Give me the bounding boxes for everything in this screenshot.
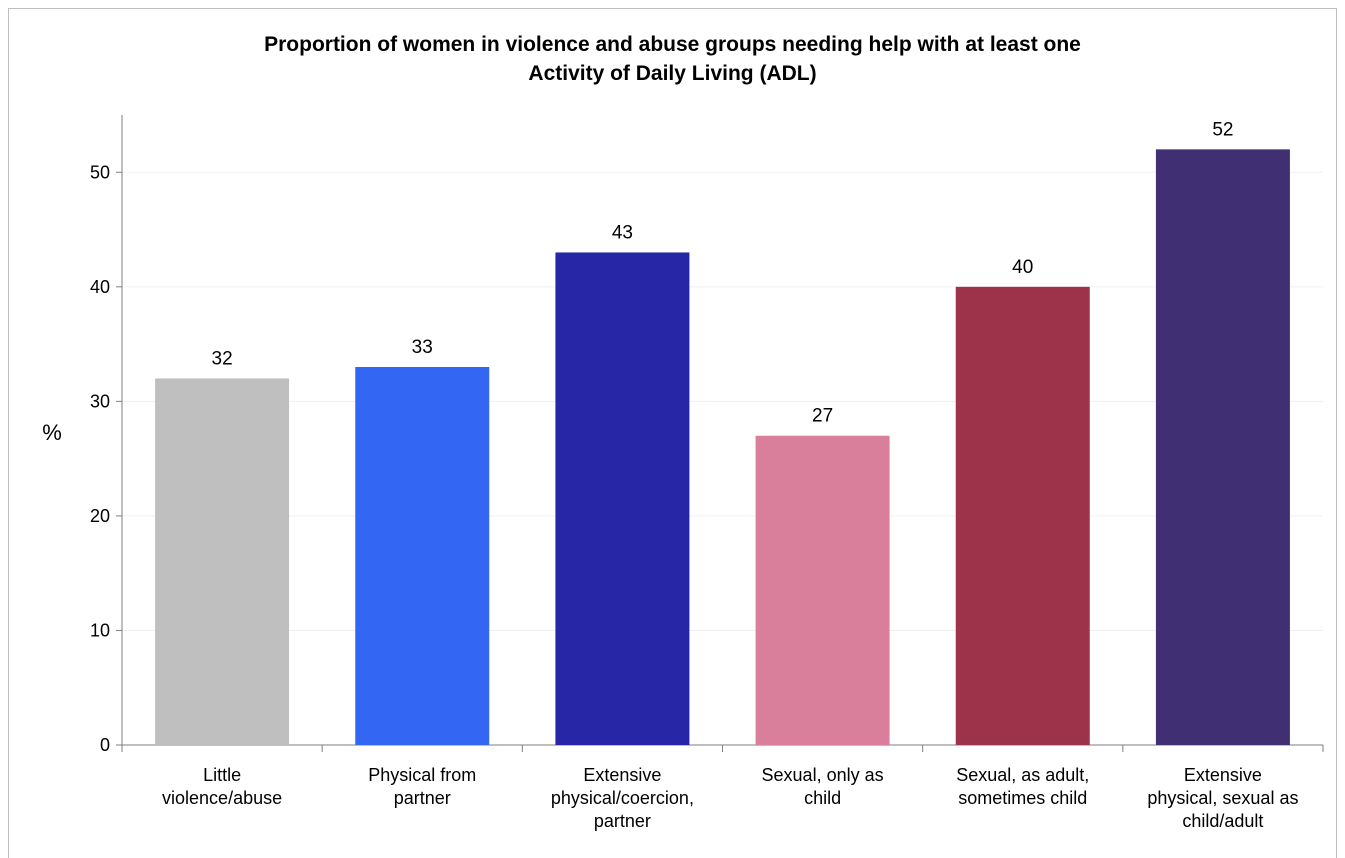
axes xyxy=(116,115,1324,752)
y-tick-label-0: 0 xyxy=(100,735,110,755)
data-label-1: 32 xyxy=(212,348,233,369)
bar-1 xyxy=(155,378,290,745)
bars xyxy=(155,149,1290,746)
bar-6 xyxy=(1155,149,1290,745)
y-tick-label-30: 30 xyxy=(90,391,110,411)
y-tick-label-50: 50 xyxy=(90,162,110,182)
data-label-4: 27 xyxy=(812,406,833,427)
data-label-5: 40 xyxy=(1012,257,1033,278)
category-label-5-line-2: sometimes child xyxy=(958,788,1087,808)
grid-lines xyxy=(122,171,1323,631)
bar-3 xyxy=(555,252,690,746)
chart-frame xyxy=(8,8,1337,858)
chart-title-line-2: Activity of Daily Living (ADL) xyxy=(528,62,817,85)
bar-5 xyxy=(955,286,1090,745)
category-label-4-line-1: Sexual, only as xyxy=(762,765,884,785)
chart-title-line-1: Proportion of women in violence and abus… xyxy=(264,33,1081,56)
category-label-1-line-1: Little xyxy=(203,765,241,785)
labels: 0 10 20 30 40 50 32 Little violence/abuse 33 Physi… xyxy=(90,119,1298,831)
y-tick-label-10: 10 xyxy=(90,620,110,640)
category-label-6-line-1: Extensive xyxy=(1184,765,1262,785)
category-label-2-line-2: partner xyxy=(394,788,451,808)
data-label-2: 33 xyxy=(412,337,433,358)
category-label-3-line-2: physical/coercion, xyxy=(551,788,694,808)
y-tick-label-40: 40 xyxy=(90,277,110,297)
category-label-3-line-1: Extensive xyxy=(583,765,661,785)
category-label-3-line-3: partner xyxy=(594,811,651,831)
category-label-5-line-1: Sexual, as adult, xyxy=(956,765,1089,785)
bar-4 xyxy=(755,435,890,745)
category-label-2-line-1: Physical from xyxy=(368,765,476,785)
bar-2 xyxy=(355,367,490,745)
category-label-6-line-2: physical, sexual as xyxy=(1147,788,1298,808)
y-axis-label: % xyxy=(42,420,62,445)
data-label-3: 43 xyxy=(612,222,633,243)
category-label-4-line-2: child xyxy=(804,788,841,808)
category-label-6-line-3: child/adult xyxy=(1182,811,1263,831)
category-label-1-line-2: violence/abuse xyxy=(162,788,282,808)
data-label-6: 52 xyxy=(1212,119,1233,140)
chart-title: Proportion of women in violence and abus… xyxy=(0,30,1345,88)
y-tick-label-20: 20 xyxy=(90,506,110,526)
